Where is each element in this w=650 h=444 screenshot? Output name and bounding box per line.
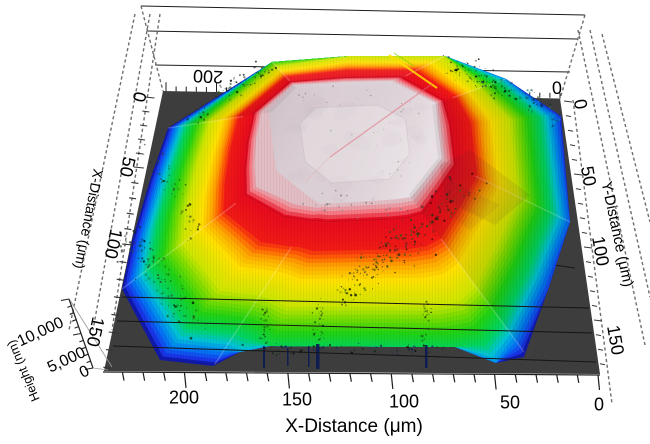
svg-text:200: 200 <box>169 388 199 408</box>
svg-text:0: 0 <box>570 97 591 110</box>
svg-text:0: 0 <box>594 395 604 415</box>
svg-text:X-Distance (μm): X-Distance (μm) <box>285 416 423 437</box>
svg-text:50: 50 <box>500 393 520 413</box>
svg-text:150: 150 <box>282 390 312 410</box>
svg-text:100: 100 <box>389 392 419 412</box>
svg-text:0: 0 <box>551 77 562 97</box>
svg-text:50: 50 <box>577 164 600 187</box>
svg-text:50: 50 <box>116 155 140 179</box>
svg-text:0: 0 <box>129 90 151 104</box>
svg-text:200: 200 <box>192 66 223 88</box>
